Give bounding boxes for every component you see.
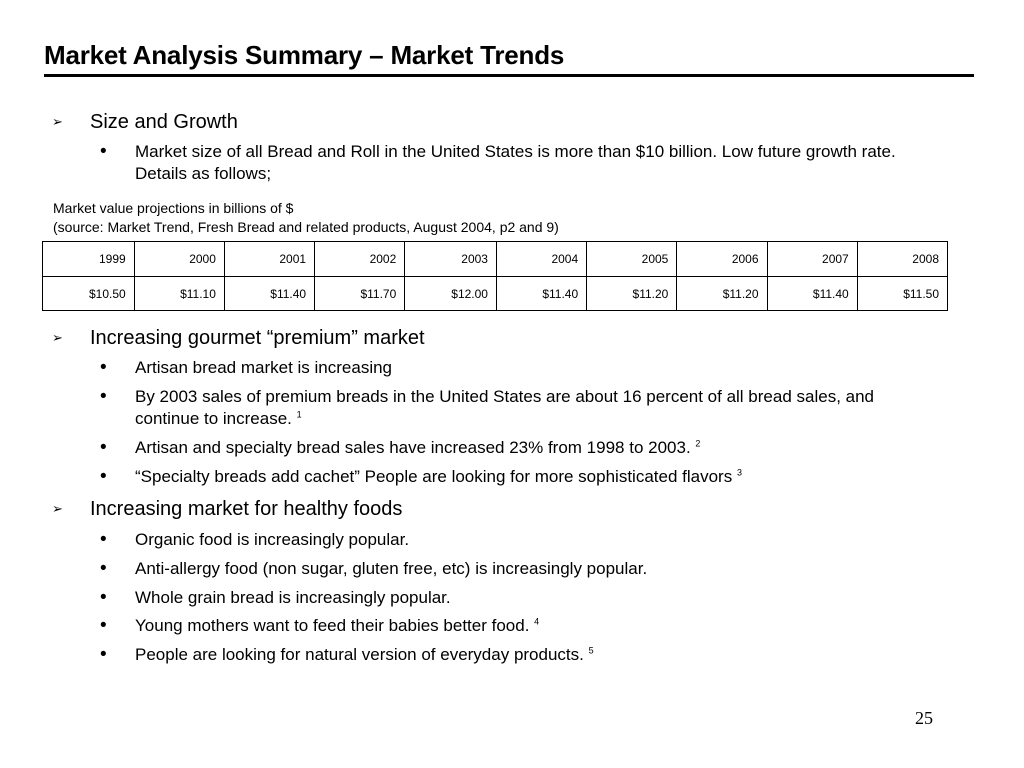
dot-bullet-icon: • xyxy=(100,529,107,550)
bullet-text: People are looking for natural version o… xyxy=(135,645,594,664)
value-cell: $11.20 xyxy=(586,276,678,311)
footnote-ref: 2 xyxy=(695,438,701,449)
dot-bullet-icon: • xyxy=(100,466,107,487)
bullet-text: Young mothers want to feed their babies … xyxy=(135,616,540,635)
dot-bullet-icon: • xyxy=(100,615,107,636)
heading-size-growth: ➢ Size and Growth xyxy=(52,110,238,134)
bullet-text: By 2003 sales of premium breads in the U… xyxy=(135,387,875,428)
footnote-ref: 1 xyxy=(296,409,302,420)
dot-bullet-icon: • xyxy=(100,587,107,608)
bullet-text: Organic food is increasingly popular. xyxy=(135,530,410,549)
year-cell: 2002 xyxy=(314,241,406,277)
dot-bullet-icon: • xyxy=(100,141,107,162)
note-line-2: (source: Market Trend, Fresh Bread and r… xyxy=(53,219,559,235)
value-cell: $11.20 xyxy=(676,276,768,311)
footnote-ref: 5 xyxy=(588,645,594,656)
bullet-item: • Artisan and specialty bread sales have… xyxy=(100,437,920,459)
year-cell: 2001 xyxy=(223,241,316,277)
bullet-text: Artisan bread market is increasing xyxy=(135,358,393,377)
dot-bullet-icon: • xyxy=(100,357,107,378)
bullet-item: • Artisan bread market is increasing xyxy=(100,357,920,379)
year-cell: 2006 xyxy=(676,241,768,277)
market-value-table: 1999 2000 2001 2002 2003 2004 2005 2006 … xyxy=(42,241,949,311)
bullet-item: • By 2003 sales of premium breads in the… xyxy=(100,386,920,430)
dot-bullet-icon: • xyxy=(100,558,107,579)
bullet-item: • People are looking for natural version… xyxy=(100,644,920,666)
value-cell: $11.40 xyxy=(766,276,858,311)
bullet-text: Whole grain bread is increasingly popula… xyxy=(135,588,451,607)
heading-text: Increasing gourmet “premium” market xyxy=(90,327,425,349)
value-cell: $12.00 xyxy=(404,276,497,311)
value-cell: $11.40 xyxy=(495,276,588,311)
year-cell: 2008 xyxy=(856,241,949,277)
year-cell: 2007 xyxy=(766,241,858,277)
bullet-item: • Whole grain bread is increasingly popu… xyxy=(100,587,920,609)
year-cell: 2000 xyxy=(133,241,225,277)
footnote-ref: 3 xyxy=(736,467,742,478)
dot-bullet-icon: • xyxy=(100,437,107,458)
heading-text: Increasing market for healthy foods xyxy=(90,498,403,520)
value-cell: $11.10 xyxy=(133,276,225,311)
arrow-bullet-icon: ➢ xyxy=(52,114,63,129)
page-number: 25 xyxy=(915,708,933,728)
year-cell: 2005 xyxy=(586,241,678,277)
bullet-item: • Organic food is increasingly popular. xyxy=(100,529,920,551)
bullet-text: Market size of all Bread and Roll in the… xyxy=(135,142,896,183)
note-line-1: Market value projections in billions of … xyxy=(53,200,294,216)
year-cell: 2003 xyxy=(404,241,497,277)
heading-healthy-foods: ➢ Increasing market for healthy foods xyxy=(52,497,402,521)
bullet-item: • Market size of all Bread and Roll in t… xyxy=(100,141,920,185)
value-cell: $11.40 xyxy=(223,276,316,311)
bullet-text: “Specialty breads add cachet” People are… xyxy=(135,467,742,486)
bullet-item: • “Specialty breads add cachet” People a… xyxy=(100,466,920,488)
year-cell: 2004 xyxy=(495,241,588,277)
bullet-text: Anti-allergy food (non sugar, gluten fre… xyxy=(135,559,648,578)
footnote-ref: 4 xyxy=(534,616,540,627)
slide-title: Market Analysis Summary – Market Trends xyxy=(44,40,565,70)
bullet-item: • Young mothers want to feed their babie… xyxy=(100,615,920,637)
arrow-bullet-icon: ➢ xyxy=(52,501,63,516)
dot-bullet-icon: • xyxy=(100,644,107,665)
value-cell: $11.70 xyxy=(314,276,406,311)
heading-text: Size and Growth xyxy=(90,111,238,133)
table-row-years: 1999 2000 2001 2002 2003 2004 2005 2006 … xyxy=(42,241,949,277)
heading-premium-market: ➢ Increasing gourmet “premium” market xyxy=(52,326,425,350)
bullet-text: Artisan and specialty bread sales have i… xyxy=(135,438,701,457)
bullet-item: • Anti-allergy food (non sugar, gluten f… xyxy=(100,558,920,580)
dot-bullet-icon: • xyxy=(100,386,107,407)
title-underline xyxy=(44,74,974,77)
table-note: Market value projections in billions of … xyxy=(53,199,559,237)
value-cell: $10.50 xyxy=(42,276,135,311)
table-row-values: $10.50 $11.10 $11.40 $11.70 $12.00 $11.4… xyxy=(42,276,949,311)
year-cell: 1999 xyxy=(42,241,135,277)
value-cell: $11.50 xyxy=(856,276,949,311)
arrow-bullet-icon: ➢ xyxy=(52,330,63,345)
